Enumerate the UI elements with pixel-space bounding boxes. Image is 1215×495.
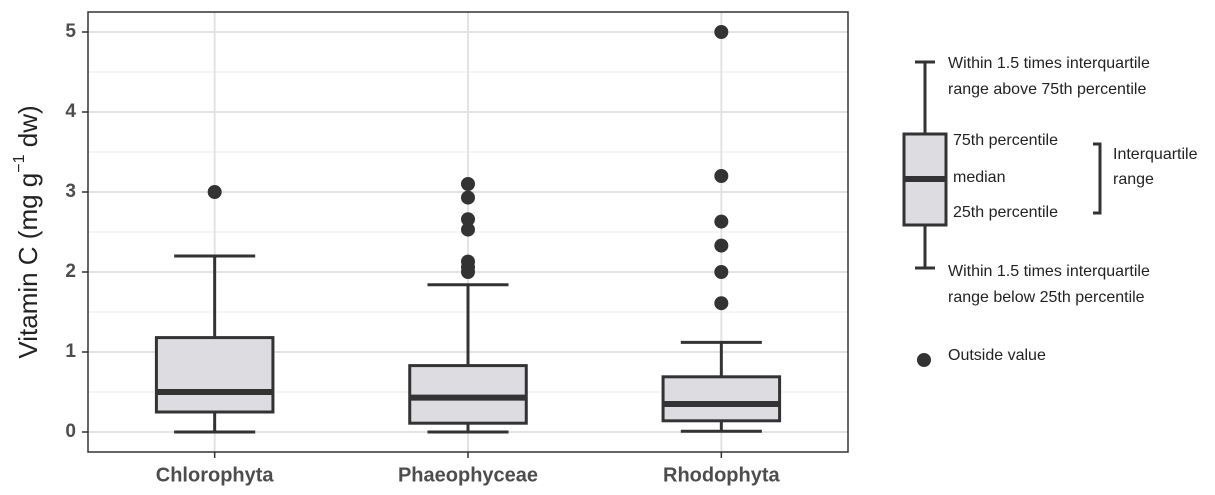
key [902, 60, 1102, 367]
outlier [714, 265, 729, 279]
y-tick-label: 1 [65, 341, 76, 362]
outlier [461, 177, 475, 191]
x-tick-label: Rhodophyta [663, 464, 781, 486]
outlier [714, 214, 729, 229]
box [661, 375, 782, 423]
key-text: 75th percentile [953, 132, 1058, 149]
outlier [207, 185, 222, 199]
y-tick-label: 2 [65, 261, 76, 282]
outlier [714, 25, 729, 39]
y-label-text: Vitamin C (mg g [13, 173, 43, 359]
key-text: Outside value [948, 347, 1046, 364]
key-bracket [1093, 142, 1102, 215]
y-tick-label: 3 [65, 181, 76, 202]
x-tick-label: Phaeophyceae [398, 464, 538, 486]
outlier [461, 212, 475, 227]
outlier [461, 265, 475, 279]
y-axis-label: Vitamin C (mg g−1 dw) [11, 105, 43, 358]
key-text: median [953, 169, 1005, 186]
key-text: Within 1.5 times interquartile [948, 55, 1150, 72]
key-text: range below 25th percentile [948, 289, 1145, 306]
outlier [714, 238, 729, 253]
key-text: range [1113, 171, 1154, 188]
outlier [714, 169, 729, 183]
key-text: Interquartile [1113, 146, 1198, 163]
outlier [714, 296, 729, 311]
box [154, 336, 275, 414]
y-tick-label: 4 [65, 101, 76, 122]
key-text: Within 1.5 times interquartile [948, 263, 1150, 280]
x-tick-label: Chlorophyta [156, 464, 275, 486]
plot: 0 1 2 3 4 5 Chlorophyta Phaeophyceae Rhodophyta [65, 11, 849, 486]
outlier [461, 222, 475, 237]
key-text: range above 75th percentile [948, 81, 1146, 98]
key-text: 25th percentile [953, 204, 1058, 221]
y-label-suffix: dw) [13, 105, 43, 154]
outlier [461, 190, 475, 205]
key-outlier [917, 353, 931, 367]
box [408, 364, 528, 425]
y-tick-label: 5 [65, 21, 76, 42]
y-label-sup: −1 [11, 154, 28, 172]
y-tick-label: 0 [65, 421, 76, 442]
